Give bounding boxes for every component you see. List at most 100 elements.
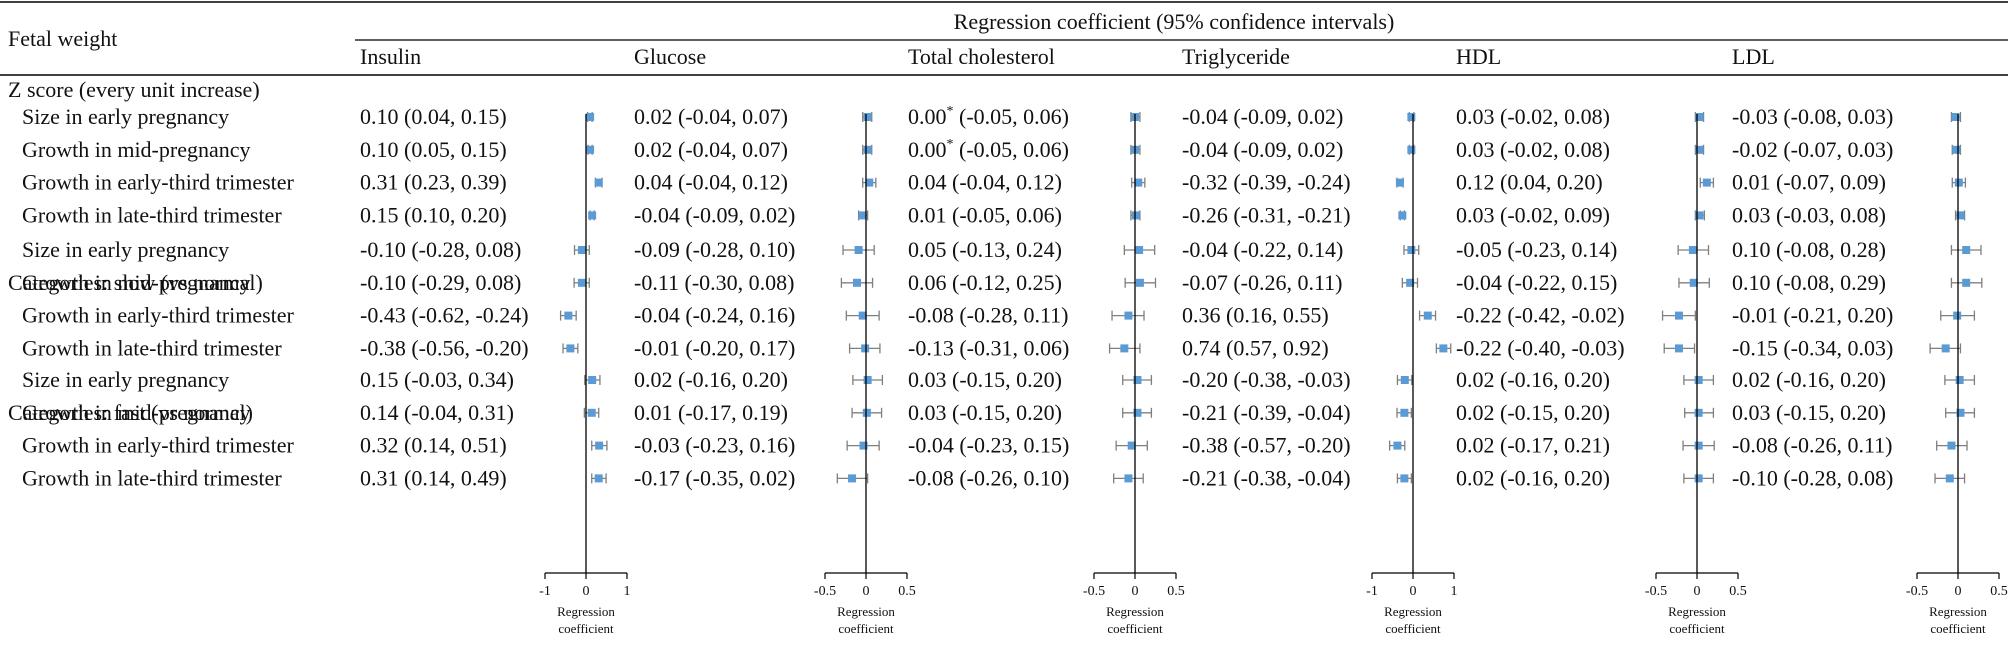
estimate-text: 0.02 (-0.15, 0.20) <box>1456 400 1610 425</box>
estimate-text: -0.04 (-0.23, 0.15) <box>908 433 1069 458</box>
point-estimate <box>1439 344 1448 353</box>
row-header: Fetal weight <box>8 26 117 51</box>
column-header: LDL <box>1732 44 1775 69</box>
row-labels: Z score (every unit increase)Size in ear… <box>8 77 295 490</box>
point-estimate <box>863 376 872 384</box>
x-tick-label: 0 <box>863 584 870 599</box>
estimate-text: 0.06 (-0.12, 0.25) <box>908 270 1062 295</box>
column-header: Triglyceride <box>1182 44 1290 69</box>
estimate-text: 0.15 (0.10, 0.20) <box>360 202 507 227</box>
estimate-text: 0.10 (-0.08, 0.28) <box>1732 237 1886 262</box>
x-axis-label: coefficient <box>1385 621 1441 636</box>
point-estimate <box>1688 246 1697 254</box>
point-estimate <box>1127 441 1136 450</box>
point-estimate <box>859 441 868 450</box>
x-tick-label: -0.5 <box>814 584 836 599</box>
x-axis-label: Regression <box>837 604 895 619</box>
x-axis-label: coefficient <box>1930 621 1986 636</box>
point-estimate <box>1406 278 1415 287</box>
x-tick-label: 0 <box>1132 584 1139 599</box>
estimate-text: 0.02 (-0.16, 0.20) <box>634 367 788 392</box>
estimate-text: 0.02 (-0.17, 0.21) <box>1456 433 1610 458</box>
x-tick-label: 0 <box>1955 584 1962 599</box>
point-estimate <box>1954 178 1963 187</box>
point-estimate <box>1941 344 1950 353</box>
point-estimate <box>1400 376 1409 384</box>
row-label: Growth in mid-pregnancy <box>22 400 251 425</box>
point-estimate <box>1135 246 1144 254</box>
x-tick-label: -1 <box>1366 584 1378 599</box>
point-estimate <box>588 211 597 220</box>
point-estimate <box>1120 344 1129 353</box>
point-estimate <box>848 474 857 483</box>
estimate-text: -0.22 (-0.42, -0.02) <box>1456 303 1625 328</box>
section-label: Z score (every unit increase) <box>8 77 260 102</box>
point-estimate <box>595 441 604 450</box>
row-label: Size in early pregnancy <box>22 104 229 129</box>
point-estimate <box>1134 178 1143 187</box>
point-estimate <box>1956 211 1965 220</box>
point-estimate <box>1694 474 1703 483</box>
x-tick-label: -0.5 <box>1906 584 1928 599</box>
estimate-text: 0.02 (-0.04, 0.07) <box>634 137 788 162</box>
point-estimate <box>1694 441 1703 450</box>
x-axis-label: coefficient <box>1107 621 1163 636</box>
estimate-text: 0.03 (-0.02, 0.09) <box>1456 202 1610 227</box>
column-header: Insulin <box>360 44 421 69</box>
row-label: Growth in early-third trimester <box>22 303 295 328</box>
section-label: Categories: slow (vs normal) <box>8 270 263 295</box>
estimate-text: 0.02 (-0.04, 0.07) <box>634 104 788 129</box>
row-label: Growth in mid-pregnancy <box>22 137 251 162</box>
point-estimate <box>1393 441 1402 450</box>
column-glucose: Glucose 0.02 (-0.04, 0.07) 0.02 (-0.04, 0.… <box>634 44 916 636</box>
point-estimate <box>1423 311 1432 320</box>
point-estimate <box>586 145 595 154</box>
point-estimate <box>1135 278 1144 287</box>
estimate-text: 0.01 (-0.05, 0.06) <box>908 202 1062 227</box>
column-total-cholesterol: Total cholesterol 0.00* (-0.05, 0.06) 0.00… <box>908 44 1185 636</box>
estimate-text: -0.21 (-0.39, -0.04) <box>1182 400 1351 425</box>
estimate-text: -0.03 (-0.23, 0.16) <box>634 433 795 458</box>
x-axis-label: Regression <box>557 604 615 619</box>
point-estimate <box>1131 211 1140 220</box>
estimate-text: 0.36 (0.16, 0.55) <box>1182 303 1329 328</box>
x-tick-label: 0.5 <box>1729 584 1747 599</box>
x-tick-label: 0 <box>583 584 590 599</box>
section-label: Categories: fast (vs normal) <box>8 400 253 425</box>
row-label: Growth in early-third trimester <box>22 433 295 458</box>
point-estimate <box>1400 474 1409 483</box>
point-estimate <box>577 278 586 287</box>
estimate-text: 0.02 (-0.16, 0.20) <box>1456 465 1610 490</box>
estimate-text: -0.01 (-0.20, 0.17) <box>634 335 795 360</box>
estimate-text: 0.10 (0.04, 0.15) <box>360 104 507 129</box>
row-label: Growth in mid-pregnancy <box>22 270 251 295</box>
point-estimate <box>577 246 586 254</box>
estimate-text: -0.04 (-0.22, 0.15) <box>1456 270 1617 295</box>
estimate-text: -0.01 (-0.21, 0.20) <box>1732 303 1893 328</box>
point-estimate <box>1133 376 1142 384</box>
point-estimate <box>858 211 867 220</box>
estimate-text: 0.02 (-0.16, 0.20) <box>1456 367 1610 392</box>
estimate-text: 0.31 (0.14, 0.49) <box>360 465 507 490</box>
point-estimate <box>1694 376 1703 384</box>
estimate-text: -0.10 (-0.29, 0.08) <box>360 270 521 295</box>
point-estimate <box>1407 246 1416 254</box>
point-estimate <box>862 408 871 417</box>
estimate-text: 0.10 (-0.08, 0.29) <box>1732 270 1886 295</box>
point-estimate <box>1124 311 1133 320</box>
estimate-text: 0.04 (-0.04, 0.12) <box>634 170 788 195</box>
estimate-text: -0.08 (-0.26, 0.10) <box>908 465 1069 490</box>
estimate-text: -0.38 (-0.56, -0.20) <box>360 335 529 360</box>
x-tick-label: 0 <box>1694 584 1701 599</box>
estimate-text: -0.04 (-0.22, 0.14) <box>1182 237 1343 262</box>
estimate-text: 0.02 (-0.16, 0.20) <box>1732 367 1886 392</box>
estimate-text: -0.07 (-0.26, 0.11) <box>1182 270 1343 295</box>
point-estimate <box>1945 474 1954 483</box>
row-label: Size in early pregnancy <box>22 367 229 392</box>
point-estimate <box>865 178 874 187</box>
estimate-text: -0.04 (-0.09, 0.02) <box>1182 104 1343 129</box>
point-estimate <box>1400 408 1409 417</box>
column-hdl: HDL 0.03 (-0.02, 0.08) 0.03 (-0.02, 0.08) 0… <box>1456 44 1747 636</box>
point-estimate <box>858 311 867 320</box>
point-estimate <box>1955 376 1964 384</box>
